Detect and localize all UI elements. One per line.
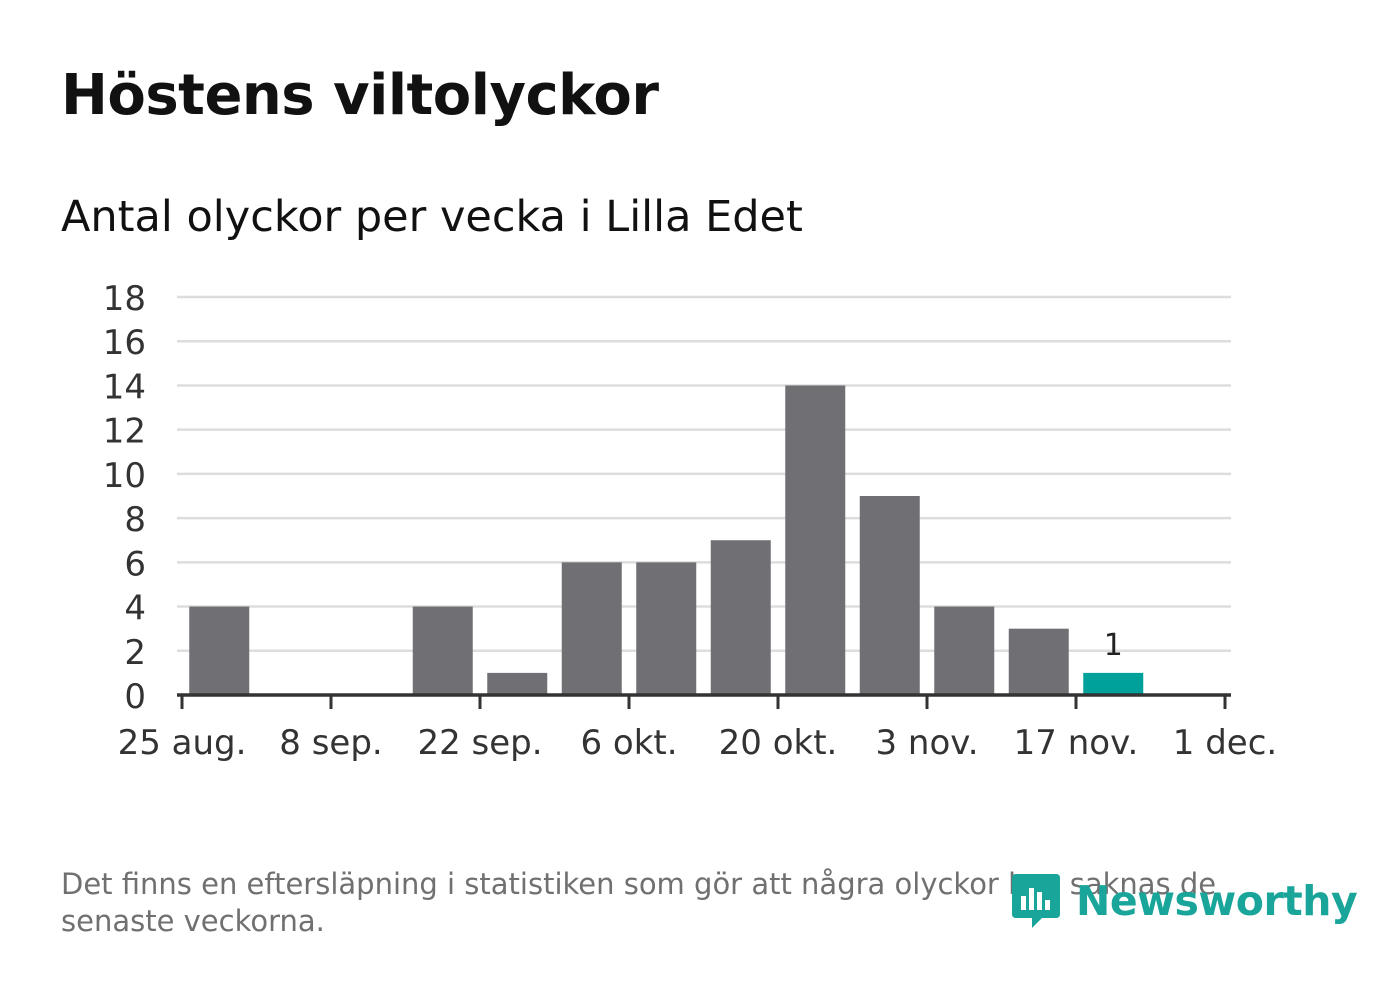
bar bbox=[561, 562, 622, 695]
x-tick-label: 1 dec. bbox=[1173, 723, 1277, 763]
chart-subtitle: Antal olyckor per vecka i Lilla Edet bbox=[61, 192, 803, 242]
y-tick-label: 2 bbox=[124, 633, 146, 673]
newsworthy-logo: Newsworthy bbox=[1010, 872, 1358, 930]
bar bbox=[785, 385, 846, 695]
bar bbox=[487, 672, 548, 695]
y-tick-label: 12 bbox=[103, 412, 146, 452]
x-tick-label: 22 sep. bbox=[417, 723, 542, 763]
logo-text: Newsworthy bbox=[1076, 877, 1358, 925]
bar bbox=[710, 540, 771, 695]
y-tick-label: 4 bbox=[124, 589, 146, 629]
bar bbox=[859, 496, 920, 695]
newsworthy-logo-icon bbox=[1012, 874, 1060, 928]
x-tick-label: 6 okt. bbox=[580, 723, 677, 763]
x-tick-label: 8 sep. bbox=[279, 723, 382, 763]
chart-title: Höstens viltolyckor bbox=[61, 63, 659, 128]
x-tick-label: 3 nov. bbox=[875, 723, 978, 763]
y-tick-label: 10 bbox=[103, 456, 146, 496]
bar bbox=[934, 606, 995, 695]
bar bbox=[189, 606, 250, 695]
x-tick-label: 17 nov. bbox=[1014, 723, 1139, 763]
bar bbox=[636, 562, 697, 695]
y-tick-label: 0 bbox=[124, 677, 146, 717]
y-tick-label: 8 bbox=[124, 500, 146, 540]
y-tick-label: 14 bbox=[103, 367, 146, 407]
x-tick-label: 25 aug. bbox=[118, 723, 247, 763]
bar bbox=[1008, 628, 1069, 695]
bar bbox=[412, 606, 473, 695]
data-label: 1 bbox=[1104, 628, 1123, 663]
y-tick-label: 16 bbox=[103, 323, 146, 363]
highlight-bar bbox=[1083, 672, 1144, 695]
y-tick-label: 18 bbox=[103, 279, 146, 319]
y-tick-label: 6 bbox=[124, 544, 146, 584]
x-tick-label: 20 okt. bbox=[719, 723, 838, 763]
